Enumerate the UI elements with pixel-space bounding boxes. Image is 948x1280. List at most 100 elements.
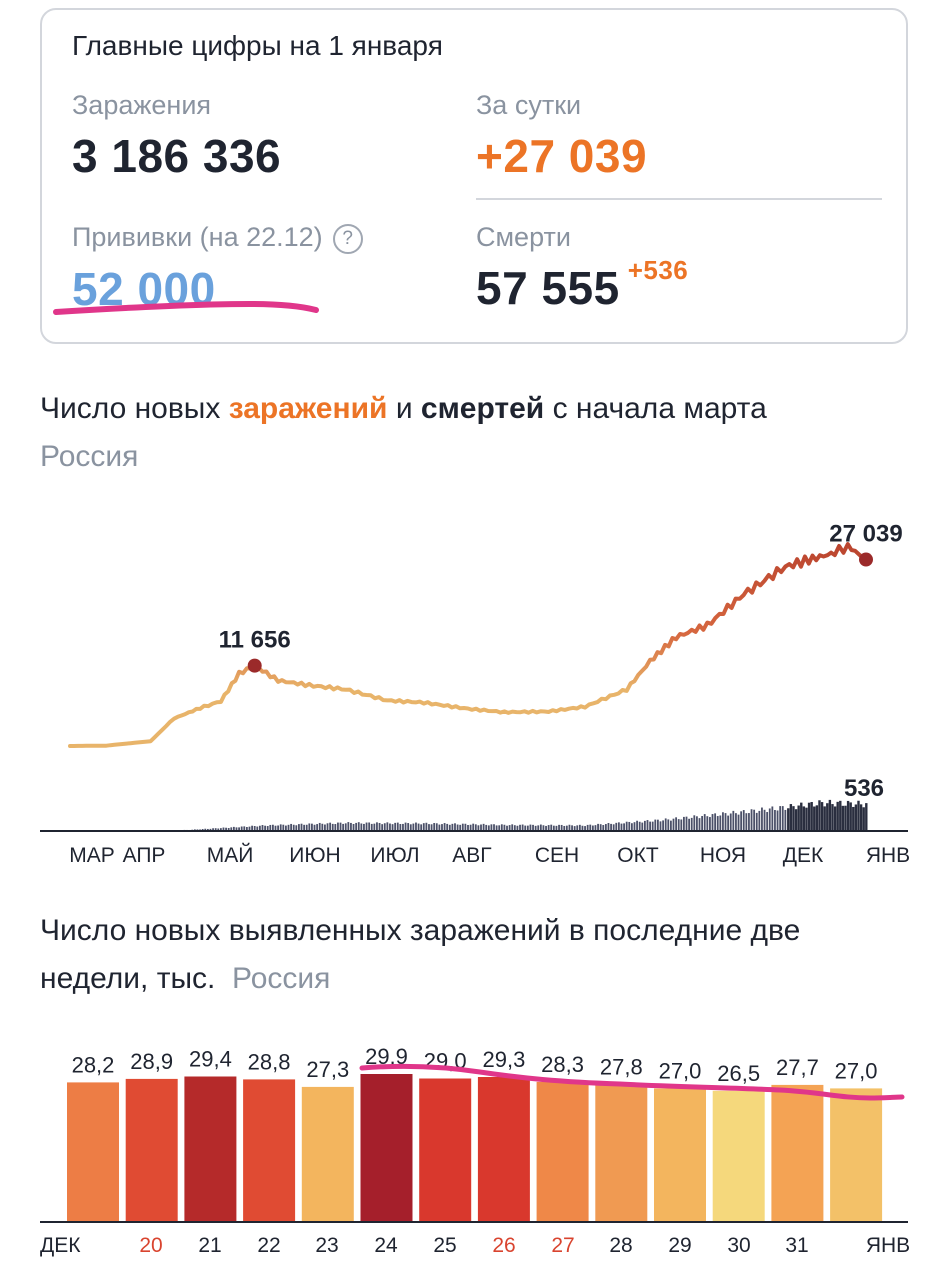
death-bar <box>331 823 334 831</box>
death-bar <box>714 813 717 831</box>
chart2-subtitle: Россия <box>232 962 331 995</box>
death-bar <box>630 823 633 831</box>
day-bar[interactable] <box>184 1076 237 1223</box>
death-bar <box>324 824 326 831</box>
death-bar <box>724 813 727 831</box>
chart2-title-line2: недели, тыс. <box>40 962 216 995</box>
death-bar <box>823 806 826 831</box>
death-bar <box>209 828 212 831</box>
daily-bars: 28,2 28,9 29,4 28,8 27,329,9 29,0 29,3 28,3 27,8… <box>67 1044 883 1223</box>
death-bar <box>646 820 649 831</box>
death-bar <box>761 807 763 831</box>
death-bar <box>282 824 285 831</box>
day-bar[interactable] <box>771 1084 824 1222</box>
month-axis: МАР АПР МАЙ ИЮН ИЮЛ АВГ СЕН ОКТ НОЯ ДЕК ЯНВ <box>69 843 910 867</box>
death-bar <box>389 823 391 831</box>
death-bar <box>576 825 579 831</box>
day-bar[interactable] <box>125 1078 178 1222</box>
death-bar <box>667 819 670 831</box>
bar-value-label: 28,3 <box>541 1052 584 1077</box>
death-bar <box>662 820 664 831</box>
death-bar <box>206 828 209 831</box>
death-bar <box>651 821 654 831</box>
death-bar <box>745 813 748 831</box>
peak-jan-dot[interactable] <box>859 552 873 567</box>
help-icon[interactable]: ? <box>332 223 363 254</box>
death-bar <box>534 825 537 831</box>
day-bar[interactable] <box>830 1088 883 1222</box>
day-bar[interactable] <box>360 1074 413 1222</box>
death-bar <box>750 809 753 831</box>
vaccinations-value[interactable]: 52 000 <box>72 262 216 315</box>
day-tick: 27 <box>551 1234 574 1257</box>
death-bar <box>474 824 477 831</box>
death-bar <box>435 823 438 831</box>
death-bar <box>277 825 280 831</box>
bar-value-label: 26,5 <box>717 1061 760 1086</box>
death-bar <box>636 820 638 831</box>
death-bar <box>269 824 272 831</box>
death-bar <box>584 826 586 831</box>
summary-divider <box>476 198 882 200</box>
death-bar <box>243 826 246 831</box>
death-bar <box>735 813 737 831</box>
death-bar <box>467 824 469 831</box>
death-bar <box>565 825 568 831</box>
death-bar <box>482 823 485 831</box>
death-bar <box>841 805 845 831</box>
day-tick: 22 <box>257 1234 280 1257</box>
month-tick: АВГ <box>452 844 491 867</box>
death-bar <box>334 824 337 831</box>
death-bar <box>771 806 774 831</box>
death-bar <box>542 825 545 831</box>
death-bar <box>363 823 365 831</box>
death-bar <box>781 806 784 831</box>
day-bar[interactable] <box>536 1081 589 1222</box>
death-bar <box>378 822 381 831</box>
daily-stat: За сутки +27 039 <box>476 90 647 183</box>
death-bar <box>524 825 527 831</box>
summary-card: Главные цифры на 1 января Заражения 3 18… <box>40 8 908 344</box>
two-week-bar-chart: 28,2 28,9 29,4 28,8 27,329,9 29,0 29,3 28,3 27,8… <box>40 1044 910 1257</box>
day-bar[interactable] <box>654 1088 706 1222</box>
day-bar[interactable] <box>301 1086 354 1222</box>
death-bar <box>693 815 696 831</box>
death-bar <box>248 826 251 831</box>
day-bar[interactable] <box>67 1082 119 1222</box>
death-bar <box>521 824 524 831</box>
death-bar <box>802 806 806 831</box>
death-bar <box>454 823 456 831</box>
death-bar <box>854 804 858 831</box>
death-bar <box>532 824 534 831</box>
death-bar <box>545 825 547 831</box>
death-bar <box>318 822 321 831</box>
death-bar <box>245 827 248 831</box>
death-bar <box>438 824 441 831</box>
death-bar <box>430 824 433 831</box>
death-bar <box>675 817 678 831</box>
peak-may-dot[interactable] <box>247 658 262 673</box>
day-bar[interactable] <box>243 1079 296 1222</box>
day-tick: 29 <box>668 1234 691 1257</box>
death-bar <box>329 822 332 831</box>
death-bar <box>625 821 628 831</box>
death-bar <box>498 825 501 831</box>
death-bar <box>656 819 659 831</box>
death-bar <box>391 824 394 831</box>
day-bar[interactable] <box>712 1090 765 1222</box>
day-bar[interactable] <box>477 1077 530 1222</box>
death-bar <box>407 823 410 831</box>
bar-value-label: 28,8 <box>248 1049 291 1074</box>
death-bar <box>415 822 417 831</box>
death-bar <box>670 820 672 831</box>
death-bar <box>784 809 787 831</box>
death-bar <box>800 802 803 831</box>
chart1-subtitle: Россия <box>40 440 139 473</box>
death-bar <box>238 827 240 831</box>
death-bar <box>813 806 816 831</box>
death-bar <box>581 825 584 831</box>
death-bar <box>272 824 274 831</box>
day-tick: 23 <box>315 1234 338 1257</box>
day-bar[interactable] <box>419 1078 472 1223</box>
day-bar[interactable] <box>595 1084 648 1222</box>
